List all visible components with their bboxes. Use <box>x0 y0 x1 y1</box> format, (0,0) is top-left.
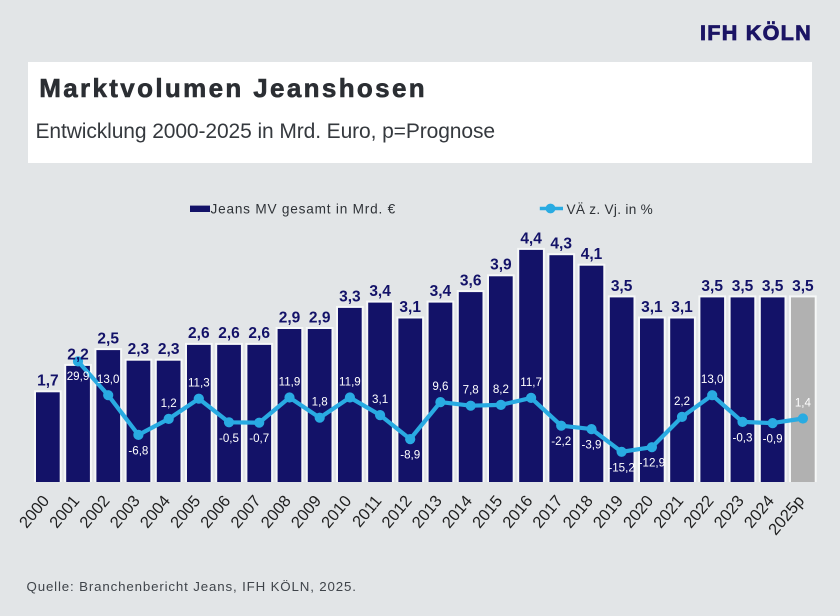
svg-text:3,5: 3,5 <box>762 278 784 295</box>
svg-text:2,5: 2,5 <box>97 331 119 348</box>
svg-text:2004: 2004 <box>137 492 174 532</box>
svg-text:3,4: 3,4 <box>369 283 391 300</box>
svg-text:2,2: 2,2 <box>67 346 89 363</box>
svg-text:2019: 2019 <box>590 492 627 532</box>
svg-text:3,5: 3,5 <box>792 278 814 295</box>
svg-text:11,3: 11,3 <box>188 377 210 390</box>
svg-text:9,6: 9,6 <box>432 380 448 393</box>
svg-text:2014: 2014 <box>439 492 476 532</box>
svg-text:-0,3: -0,3 <box>733 431 753 444</box>
svg-text:2,3: 2,3 <box>158 341 180 358</box>
svg-text:3,1: 3,1 <box>372 393 388 406</box>
svg-text:-6,8: -6,8 <box>128 444 148 457</box>
svg-text:11,9: 11,9 <box>279 376 301 389</box>
svg-text:3,4: 3,4 <box>430 283 452 300</box>
svg-text:3,9: 3,9 <box>490 257 512 274</box>
svg-text:7,8: 7,8 <box>463 384 479 397</box>
svg-text:3,5: 3,5 <box>701 278 723 295</box>
svg-text:3,6: 3,6 <box>460 273 482 290</box>
svg-text:-0,7: -0,7 <box>249 432 269 445</box>
svg-text:3,5: 3,5 <box>732 278 754 295</box>
svg-text:11,9: 11,9 <box>339 376 361 389</box>
svg-text:2003: 2003 <box>107 492 144 532</box>
svg-text:2,9: 2,9 <box>309 309 331 326</box>
svg-text:2022: 2022 <box>680 492 717 532</box>
svg-text:13,0: 13,0 <box>97 373 120 386</box>
svg-text:1,2: 1,2 <box>161 397 177 410</box>
svg-text:2000: 2000 <box>16 492 53 532</box>
svg-text:VÄ z. Vj. in %: VÄ z. Vj. in % <box>567 202 654 217</box>
svg-text:2,6: 2,6 <box>248 325 270 342</box>
svg-text:2,6: 2,6 <box>218 325 240 342</box>
svg-text:2011: 2011 <box>349 492 385 531</box>
svg-text:2005: 2005 <box>167 492 204 532</box>
svg-text:2,3: 2,3 <box>128 341 150 358</box>
svg-text:4,4: 4,4 <box>520 230 542 247</box>
svg-text:11,7: 11,7 <box>520 376 542 389</box>
svg-text:2007: 2007 <box>227 492 264 532</box>
svg-text:2009: 2009 <box>288 492 325 532</box>
svg-text:-0,5: -0,5 <box>219 432 239 445</box>
svg-text:2008: 2008 <box>258 492 295 532</box>
svg-text:2001: 2001 <box>46 492 83 532</box>
svg-text:-3,9: -3,9 <box>582 439 602 452</box>
svg-text:2020: 2020 <box>620 492 657 532</box>
svg-text:2,2: 2,2 <box>674 395 690 408</box>
svg-text:-8,9: -8,9 <box>400 449 420 462</box>
svg-text:4,3: 4,3 <box>550 236 572 253</box>
svg-text:13,0: 13,0 <box>701 373 724 386</box>
svg-text:2006: 2006 <box>197 492 234 532</box>
svg-text:Jeans MV gesamt in Mrd. €: Jeans MV gesamt in Mrd. € <box>211 202 396 217</box>
svg-text:2021: 2021 <box>650 492 687 532</box>
svg-text:-12,9: -12,9 <box>639 457 665 470</box>
svg-text:2023: 2023 <box>711 492 748 532</box>
svg-text:2016: 2016 <box>499 492 536 532</box>
svg-text:2015: 2015 <box>469 492 506 532</box>
svg-text:2013: 2013 <box>409 492 446 532</box>
svg-text:-15,2: -15,2 <box>608 461 634 474</box>
svg-text:8,2: 8,2 <box>493 383 509 396</box>
svg-text:3,1: 3,1 <box>399 299 421 316</box>
svg-text:3,1: 3,1 <box>641 299 663 316</box>
svg-text:3,5: 3,5 <box>611 278 633 295</box>
svg-text:3,1: 3,1 <box>671 299 693 316</box>
svg-text:2002: 2002 <box>76 492 113 532</box>
svg-text:2,6: 2,6 <box>188 325 210 342</box>
svg-text:29,9: 29,9 <box>67 370 90 383</box>
svg-text:2010: 2010 <box>318 492 355 532</box>
svg-text:1,7: 1,7 <box>37 373 59 390</box>
svg-text:1,8: 1,8 <box>312 396 328 409</box>
svg-text:2018: 2018 <box>560 492 597 532</box>
svg-text:2017: 2017 <box>529 492 566 532</box>
svg-text:2012: 2012 <box>378 492 415 532</box>
svg-text:3,3: 3,3 <box>339 288 361 305</box>
svg-text:-2,2: -2,2 <box>551 435 571 448</box>
svg-text:2,9: 2,9 <box>279 309 301 326</box>
svg-text:-0,9: -0,9 <box>763 433 783 446</box>
svg-text:1,4: 1,4 <box>795 397 812 410</box>
svg-text:4,1: 4,1 <box>581 246 603 263</box>
